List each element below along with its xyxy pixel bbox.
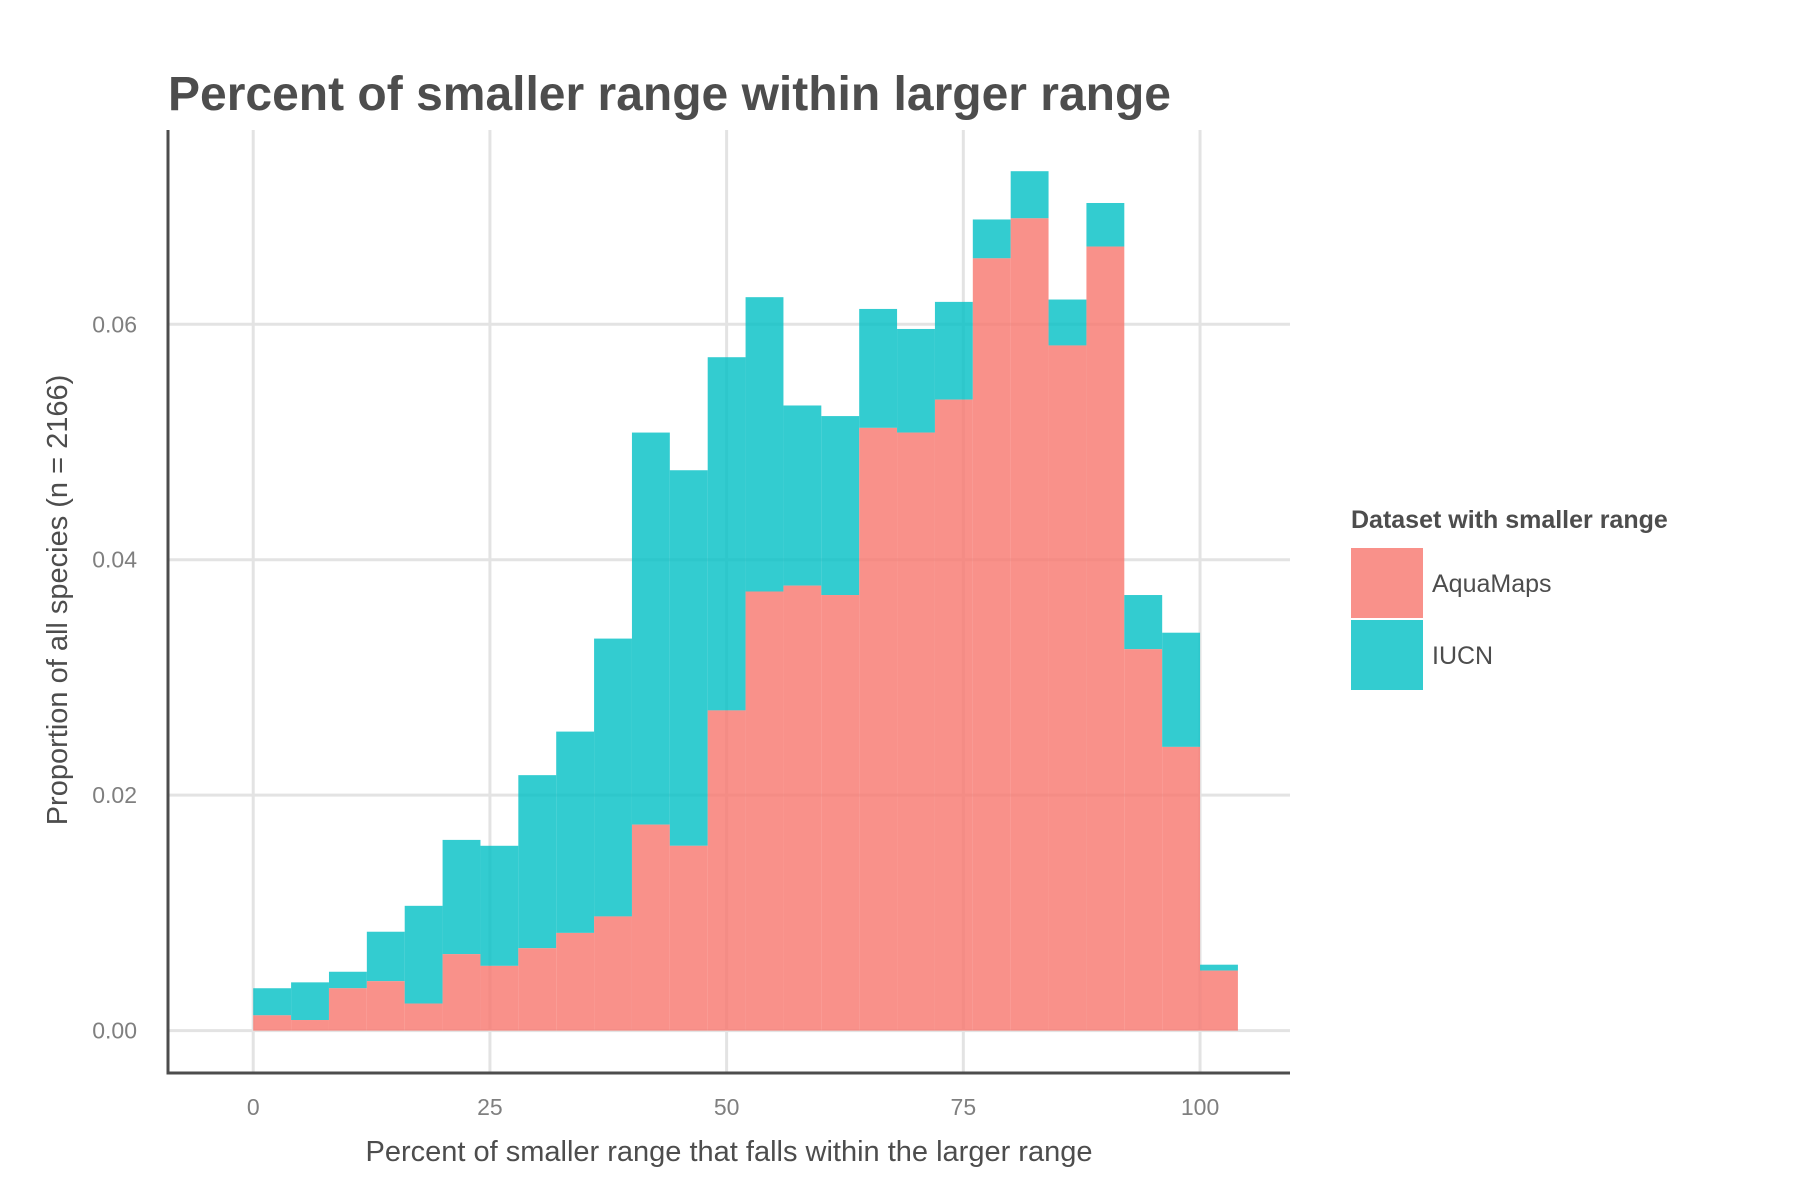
tick-labels: 0 25 50 75 100 0.00 0.02 0.04 0.06 <box>92 311 1219 1120</box>
bar-aquamaps <box>480 965 519 1031</box>
bar-aquamaps <box>631 824 670 1031</box>
bar-aquamaps <box>556 932 595 1031</box>
bar-iucn <box>1048 299 1087 346</box>
bar-aquamaps <box>1124 649 1163 1031</box>
x-tick-label: 50 <box>714 1094 740 1120</box>
y-tick-label: 0.02 <box>92 782 137 808</box>
bar-aquamaps <box>859 427 898 1031</box>
bar-aquamaps <box>934 399 973 1031</box>
x-axis-title: Percent of smaller range that falls with… <box>366 1136 1093 1168</box>
bar-iucn <box>328 971 367 989</box>
bar-iucn <box>745 297 784 592</box>
histogram-bars <box>253 171 1238 1031</box>
bar-iucn <box>291 982 329 1021</box>
bar-iucn <box>821 416 860 596</box>
x-tick-label: 75 <box>951 1094 977 1120</box>
bar-iucn <box>1010 171 1049 219</box>
x-tick-label: 0 <box>247 1094 260 1120</box>
legend-swatch <box>1351 548 1423 618</box>
bar-aquamaps <box>707 710 746 1031</box>
y-axis-title: Proportion of all species (n = 2166) <box>42 375 74 826</box>
bar-aquamaps <box>404 1003 443 1031</box>
bar-iucn <box>518 775 557 949</box>
bar-iucn <box>669 470 708 846</box>
legend: Dataset with smaller range AquaMaps IUCN <box>1351 506 1668 690</box>
bar-aquamaps <box>366 981 405 1031</box>
bar-iucn <box>253 988 292 1016</box>
bar-iucn <box>631 432 670 825</box>
bar-iucn <box>707 357 746 711</box>
y-tick-label: 0.00 <box>92 1018 137 1044</box>
y-tick-label: 0.06 <box>92 311 137 337</box>
bar-iucn <box>1086 202 1125 247</box>
bar-iucn <box>972 219 1011 259</box>
legend-label: AquaMaps <box>1432 570 1552 598</box>
bar-iucn <box>594 638 632 917</box>
bar-aquamaps <box>291 1020 329 1031</box>
bar-aquamaps <box>1086 246 1125 1031</box>
bar-iucn <box>934 301 973 400</box>
bar-aquamaps <box>442 954 481 1031</box>
legend-swatch <box>1351 620 1423 690</box>
bar-aquamaps <box>1048 345 1087 1031</box>
bar-iucn <box>783 405 822 586</box>
bar-iucn <box>366 931 405 982</box>
legend-title: Dataset with smaller range <box>1351 506 1668 534</box>
bar-aquamaps <box>594 916 632 1031</box>
bar-aquamaps <box>897 432 935 1031</box>
bar-aquamaps <box>821 595 860 1031</box>
bar-iucn <box>480 845 519 966</box>
legend-items: AquaMaps IUCN <box>1351 548 1552 690</box>
bar-iucn <box>859 308 898 428</box>
bar-aquamaps <box>253 1015 292 1031</box>
bar-iucn <box>404 905 443 1004</box>
x-tick-label: 25 <box>477 1094 503 1120</box>
bar-iucn <box>442 839 481 955</box>
bar-aquamaps <box>972 258 1011 1031</box>
bar-aquamaps <box>745 591 784 1031</box>
axes <box>166 130 1290 1075</box>
bar-iucn <box>897 328 935 433</box>
bar-aquamaps <box>783 585 822 1031</box>
bar-aquamaps <box>518 948 557 1031</box>
bar-iucn <box>1200 964 1238 971</box>
bar-iucn <box>556 731 595 933</box>
x-tick-label: 100 <box>1181 1094 1219 1120</box>
bar-aquamaps <box>1162 746 1201 1031</box>
bar-iucn <box>1162 632 1201 747</box>
bar-aquamaps <box>669 845 708 1031</box>
bar-iucn <box>1124 595 1163 650</box>
bar-aquamaps <box>328 988 367 1031</box>
bar-aquamaps <box>1010 218 1049 1031</box>
bar-aquamaps <box>1200 970 1238 1031</box>
legend-label: IUCN <box>1432 642 1493 670</box>
y-tick-label: 0.04 <box>92 547 137 573</box>
chart-title: Percent of smaller range within larger r… <box>168 68 1171 121</box>
